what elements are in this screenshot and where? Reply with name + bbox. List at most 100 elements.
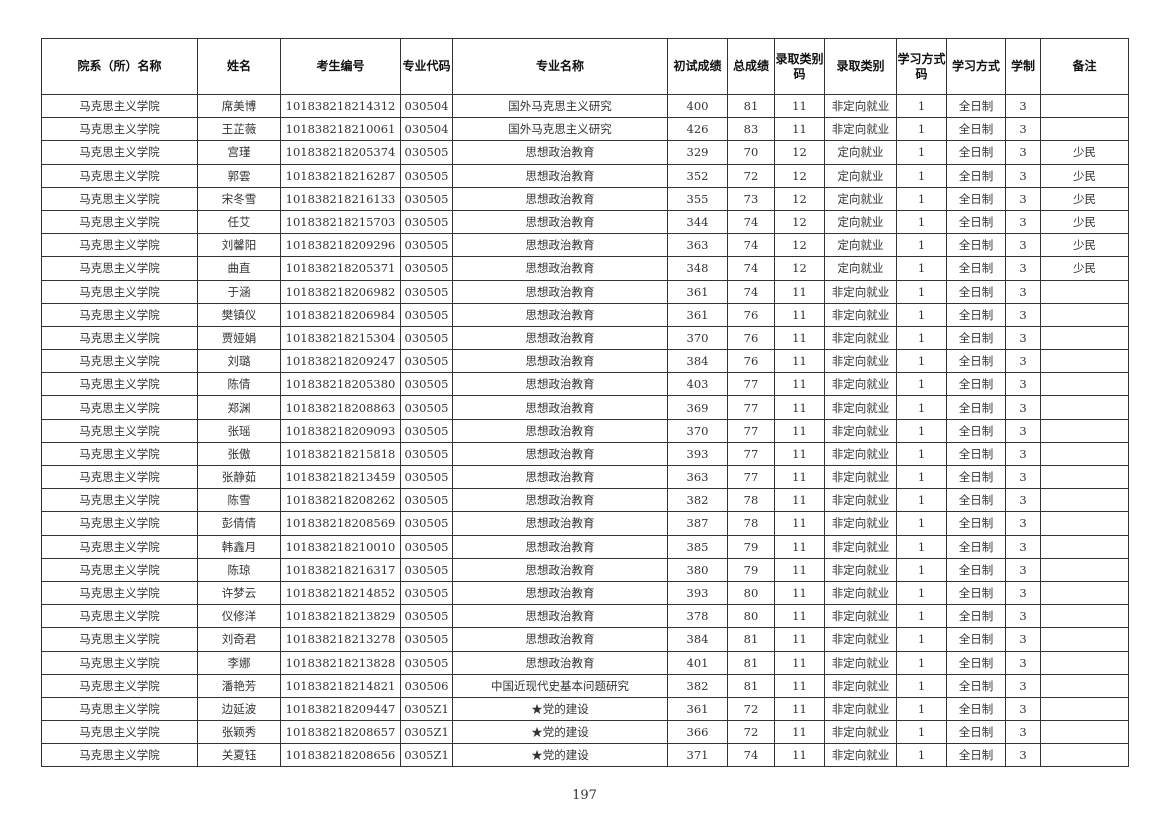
cell-remarks (1040, 302, 1129, 327)
table-row: 马克思主义学院 郑渊 101838218208863 030505 思想政治教育 369 7… (41, 395, 1129, 420)
cell-admit-type-code: 12 (774, 256, 825, 281)
cell-major-code: 030505 (400, 650, 453, 675)
cell-major-name: 中国近现代史基本问题研究 (452, 673, 668, 698)
cell-duration: 3 (1005, 604, 1041, 629)
cell-remarks: 少民 (1040, 163, 1129, 188)
cell-department: 马克思主义学院 (41, 209, 198, 235)
cell-study-mode-code: 1 (896, 93, 947, 119)
cell-remarks (1040, 696, 1129, 722)
cell-study-mode-code: 1 (896, 418, 947, 443)
cell-department: 马克思主义学院 (41, 395, 198, 420)
cell-admit-type: 非定向就业 (824, 395, 897, 420)
cell-admit-type: 非定向就业 (824, 349, 897, 374)
cell-candidate-id: 101838218206984 (280, 302, 401, 327)
cell-candidate-id: 101838218210010 (280, 534, 401, 559)
cell-department: 马克思主义学院 (41, 349, 198, 374)
cell-duration: 3 (1005, 720, 1041, 745)
cell-admit-type: 非定向就业 (824, 743, 897, 768)
cell-study-mode: 全日制 (946, 279, 1006, 304)
cell-duration: 3 (1005, 256, 1041, 281)
page-number: 197 (572, 788, 597, 803)
cell-major-code: 030505 (400, 372, 453, 397)
cell-name: 潘艳芳 (197, 673, 281, 698)
cell-admit-type-code: 11 (774, 743, 825, 768)
cell-duration: 3 (1005, 441, 1041, 467)
cell-prelim-score: 393 (667, 441, 728, 467)
cell-name: 关夏钰 (197, 743, 281, 768)
table-row: 马克思主义学院 边延波 101838218209447 0305Z1 ★党的建设 361 7… (41, 696, 1129, 722)
cell-admit-type-code: 11 (774, 279, 825, 304)
cell-name: 张瑶 (197, 418, 281, 443)
cell-study-mode: 全日制 (946, 488, 1006, 513)
cell-total-score: 76 (727, 325, 775, 351)
cell-name: 张静茹 (197, 464, 281, 490)
cell-remarks (1040, 743, 1129, 768)
cell-candidate-id: 101838218210061 (280, 117, 401, 142)
cell-admit-type: 非定向就业 (824, 696, 897, 722)
cell-prelim-score: 401 (667, 650, 728, 675)
cell-major-name: 思想政治教育 (452, 325, 668, 351)
cell-candidate-id: 101838218208569 (280, 511, 401, 536)
cell-admit-type: 非定向就业 (824, 488, 897, 513)
cell-prelim-score: 378 (667, 604, 728, 629)
cell-duration: 3 (1005, 673, 1041, 698)
cell-study-mode-code: 1 (896, 209, 947, 235)
cell-major-name: 思想政治教育 (452, 140, 668, 165)
cell-study-mode-code: 1 (896, 488, 947, 513)
cell-admit-type: 定向就业 (824, 256, 897, 281)
cell-admit-type: 非定向就业 (824, 720, 897, 745)
cell-prelim-score: 393 (667, 580, 728, 606)
cell-admit-type: 非定向就业 (824, 627, 897, 652)
cell-study-mode-code: 1 (896, 557, 947, 582)
cell-name: 宫瑾 (197, 140, 281, 165)
cell-candidate-id: 101838218214852 (280, 580, 401, 606)
cell-candidate-id: 101838218209296 (280, 233, 401, 258)
table-row: 马克思主义学院 陈雪 101838218208262 030505 思想政治教育 382 7… (41, 488, 1129, 513)
cell-admit-type: 定向就业 (824, 163, 897, 188)
cell-admit-type: 非定向就业 (824, 464, 897, 490)
cell-major-code: 030505 (400, 256, 453, 281)
cell-study-mode-code: 1 (896, 325, 947, 351)
cell-major-code: 030505 (400, 186, 453, 211)
cell-study-mode-code: 1 (896, 233, 947, 258)
cell-name: 陈雪 (197, 488, 281, 513)
table-row: 马克思主义学院 陈倩 101838218205380 030505 思想政治教育 403 7… (41, 372, 1129, 397)
cell-department: 马克思主义学院 (41, 163, 198, 188)
cell-major-code: 030505 (400, 418, 453, 443)
cell-admit-type-code: 11 (774, 302, 825, 327)
cell-total-score: 72 (727, 720, 775, 745)
header-total-score: 总成绩 (727, 38, 775, 95)
cell-prelim-score: 387 (667, 511, 728, 536)
cell-prelim-score: 382 (667, 488, 728, 513)
cell-candidate-id: 101838218205374 (280, 140, 401, 165)
cell-study-mode: 全日制 (946, 604, 1006, 629)
cell-study-mode: 全日制 (946, 418, 1006, 443)
cell-name: 彭倩倩 (197, 511, 281, 536)
cell-duration: 3 (1005, 534, 1041, 559)
table-row: 马克思主义学院 宫瑾 101838218205374 030505 思想政治教育 329 7… (41, 140, 1129, 165)
cell-admit-type-code: 11 (774, 720, 825, 745)
cell-name: 席美博 (197, 93, 281, 119)
cell-name: 郭雲 (197, 163, 281, 188)
cell-total-score: 81 (727, 650, 775, 675)
cell-admit-type: 定向就业 (824, 186, 897, 211)
table-row: 马克思主义学院 张傲 101838218215818 030505 思想政治教育 393 7… (41, 441, 1129, 467)
cell-admit-type-code: 11 (774, 627, 825, 652)
cell-name: 刘馨阳 (197, 233, 281, 258)
cell-prelim-score: 344 (667, 209, 728, 235)
cell-department: 马克思主义学院 (41, 441, 198, 467)
cell-total-score: 79 (727, 557, 775, 582)
table-row: 马克思主义学院 陈琼 101838218216317 030505 思想政治教育 380 7… (41, 557, 1129, 582)
cell-name: 刘奇君 (197, 627, 281, 652)
cell-major-name: 思想政治教育 (452, 534, 668, 559)
cell-department: 马克思主义学院 (41, 418, 198, 443)
cell-admit-type-code: 11 (774, 464, 825, 490)
cell-admit-type: 非定向就业 (824, 93, 897, 119)
cell-study-mode-code: 1 (896, 604, 947, 629)
cell-duration: 3 (1005, 372, 1041, 397)
cell-department: 马克思主义学院 (41, 743, 198, 768)
table-row: 马克思主义学院 刘璐 101838218209247 030505 思想政治教育 384 7… (41, 349, 1129, 374)
cell-department: 马克思主义学院 (41, 325, 198, 351)
cell-candidate-id: 101838218208863 (280, 395, 401, 420)
cell-major-name: ★党的建设 (452, 720, 668, 745)
